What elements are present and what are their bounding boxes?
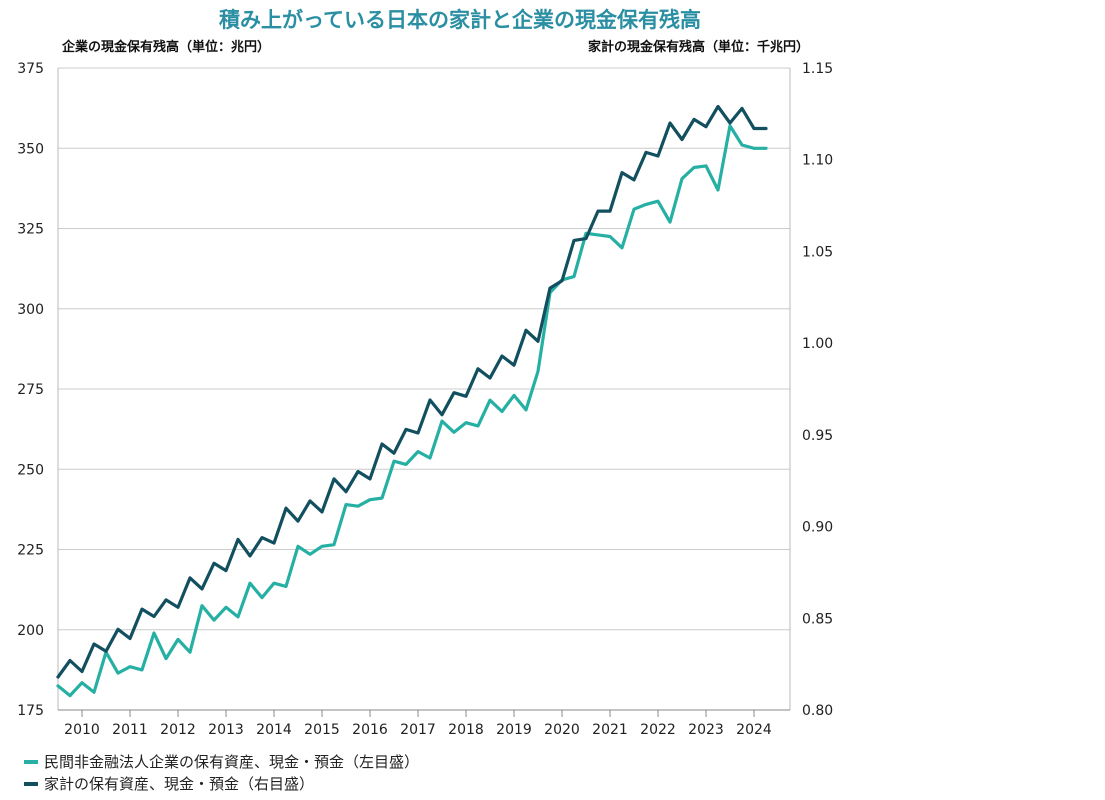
right-tick-label: 0.80: [802, 703, 833, 719]
left-tick-label: 375: [17, 61, 44, 77]
line-chart: 175 200 225 250 275 300 325 350 375 0.80 0.85 0.90 0…: [17, 61, 833, 738]
x-tick-label: 2019: [496, 722, 532, 738]
right-tick-label: 0.85: [802, 611, 833, 627]
right-tick-label: 0.95: [802, 428, 833, 444]
left-tick-label: 350: [17, 141, 44, 157]
legend-item-household: 家計の保有資産、現金・預金（右目盛）: [24, 773, 314, 794]
legend-label-household: 家計の保有資産、現金・預金（右目盛）: [44, 775, 315, 793]
series-line-household: [56, 104, 768, 679]
legend-item-corporate: 民間非金融法人企業の保有資産、現金・預金（左目盛）: [24, 751, 419, 772]
x-tick-label: 2011: [112, 722, 148, 738]
legend-swatch-household: [24, 781, 38, 786]
left-tick-label: 250: [17, 462, 44, 478]
right-tick-label: 0.90: [802, 520, 833, 536]
legend-label-corporate: 民間非金融法人企業の保有資産、現金・預金（左目盛）: [44, 753, 420, 771]
left-axis-title: 企業の現金保有残高（単位：兆円）: [62, 40, 271, 55]
left-tick-label: 300: [17, 302, 44, 318]
x-tick-label: 2015: [304, 722, 340, 738]
x-tick-label: 2020: [544, 722, 580, 738]
left-tick-label: 325: [17, 222, 44, 238]
x-tick-label: 2017: [400, 722, 436, 738]
x-tick-label: 2016: [352, 722, 388, 738]
left-tick-label: 200: [17, 623, 44, 639]
right-axis-title: 家計の現金保有残高（単位：千兆円）: [588, 40, 810, 55]
left-tick-label: 225: [17, 543, 44, 559]
chart-title: 積み上がっている日本の家計と企業の現金保有残高: [219, 8, 701, 32]
x-tick-label: 2014: [256, 722, 292, 738]
series-line-corporate: [56, 124, 768, 698]
right-tick-label: 1.15: [802, 61, 833, 77]
right-tick-label: 1.00: [802, 336, 833, 352]
x-tick-label: 2018: [448, 722, 484, 738]
right-tick-label: 1.05: [802, 244, 833, 260]
x-tick-label: 2022: [640, 722, 676, 738]
x-tick-label: 2012: [160, 722, 196, 738]
x-tick-label: 2021: [592, 722, 628, 738]
x-tick-label: 2023: [688, 722, 724, 738]
right-tick-label: 1.10: [802, 153, 833, 169]
x-tick-label: 2010: [64, 722, 100, 738]
legend-swatch-corporate: [24, 759, 38, 764]
left-tick-label: 275: [17, 382, 44, 398]
x-tick-label: 2013: [208, 722, 244, 738]
left-tick-label: 175: [17, 703, 44, 719]
x-tick-label: 2024: [736, 722, 772, 738]
